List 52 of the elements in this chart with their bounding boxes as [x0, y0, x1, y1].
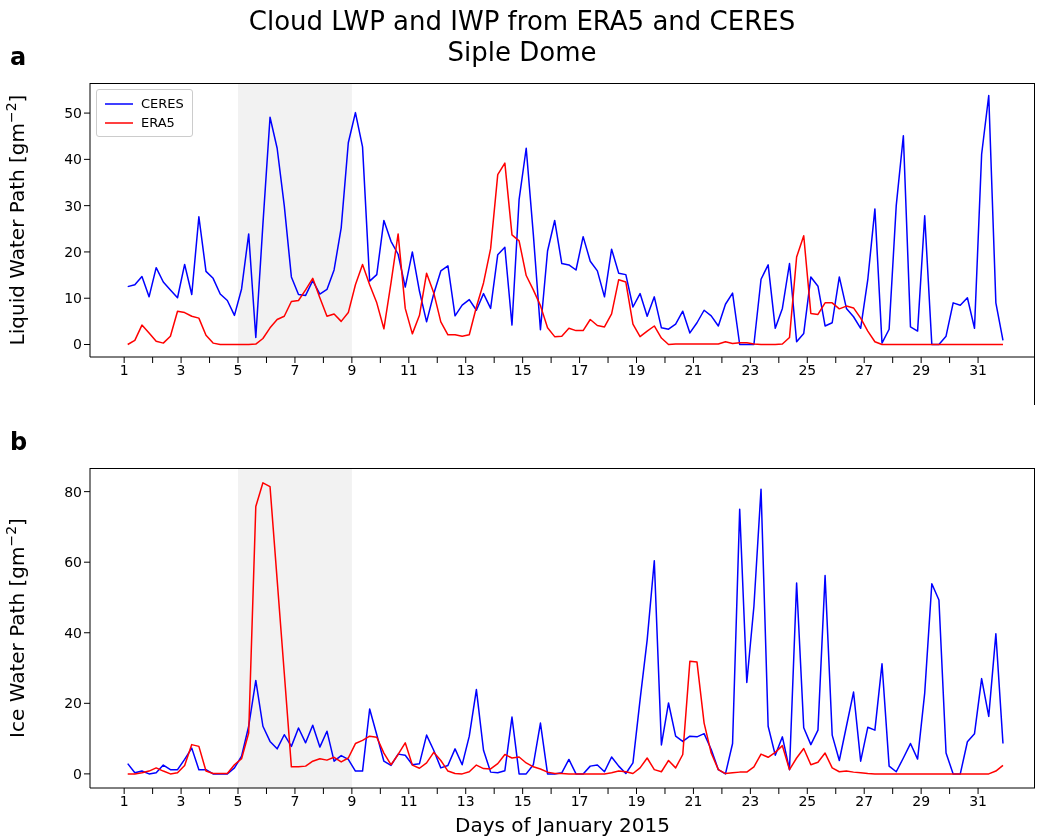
- x-tick-label: 23: [741, 361, 760, 378]
- x-tick-label: 13: [456, 361, 475, 378]
- line-series: [126, 94, 1004, 346]
- x-tick-label: 25: [798, 361, 817, 378]
- x-tick-label: 13: [456, 792, 475, 809]
- x-tick-label: 5: [233, 792, 243, 809]
- y-tick-label: 80: [64, 483, 82, 500]
- x-tick-label: 29: [912, 361, 931, 378]
- chart-subtitle: Siple Dome: [447, 37, 597, 67]
- x-tick-label: 1: [119, 792, 129, 809]
- y-tick-label: 40: [64, 624, 82, 641]
- y-tick-label: 40: [64, 151, 82, 168]
- x-tick-label: 9: [347, 361, 357, 378]
- x-tick-label: 3: [176, 361, 186, 378]
- x-tick-label: 29: [912, 792, 931, 809]
- legend-label: ERA5: [141, 114, 175, 132]
- x-tick-label: 19: [627, 792, 646, 809]
- x-tick-label: 5: [233, 361, 243, 378]
- x-tick-label: 25: [798, 792, 817, 809]
- legend-label: CERES: [141, 95, 184, 113]
- x-tick-label: 11: [399, 792, 418, 809]
- x-tick-label: 19: [627, 361, 646, 378]
- x-tick-label: 27: [855, 361, 874, 378]
- y-tick-label: 0: [73, 765, 82, 782]
- y-tick-label: 10: [64, 290, 82, 307]
- y-tick-label: 20: [64, 243, 82, 260]
- x-tick-label: 21: [684, 361, 703, 378]
- y-tick-label: 20: [64, 695, 82, 712]
- x-tick-label: 31: [969, 361, 987, 378]
- x-tick-label: 23: [741, 792, 760, 809]
- x-tick-label: 31: [969, 792, 987, 809]
- y-tick-label: 50: [64, 105, 82, 122]
- x-tick-label: 7: [290, 792, 300, 809]
- x-tick-label: 11: [399, 361, 418, 378]
- x-tick-label: 1: [119, 361, 129, 378]
- x-tick-label: 27: [855, 792, 874, 809]
- x-tick-label: 15: [513, 792, 532, 809]
- x-tick-label: 9: [347, 792, 357, 809]
- text: b: [10, 428, 28, 456]
- y-tick-label: 60: [64, 554, 82, 571]
- x-tick-label: 3: [176, 792, 186, 809]
- text: a: [10, 43, 27, 71]
- x-tick-label: 7: [290, 361, 300, 378]
- x-tick-label: 17: [570, 792, 589, 809]
- line-series: [126, 162, 1004, 346]
- chart-title: Cloud LWP and IWP from ERA5 and CERES: [247, 6, 797, 37]
- x-axis-title: Days of January 2015: [455, 813, 670, 837]
- x-tick-label: 17: [570, 361, 589, 378]
- y-tick-label: 30: [64, 197, 82, 214]
- x-tick-label: 21: [684, 792, 703, 809]
- x-tick-label: 15: [513, 361, 532, 378]
- y-tick-label: 0: [73, 336, 82, 353]
